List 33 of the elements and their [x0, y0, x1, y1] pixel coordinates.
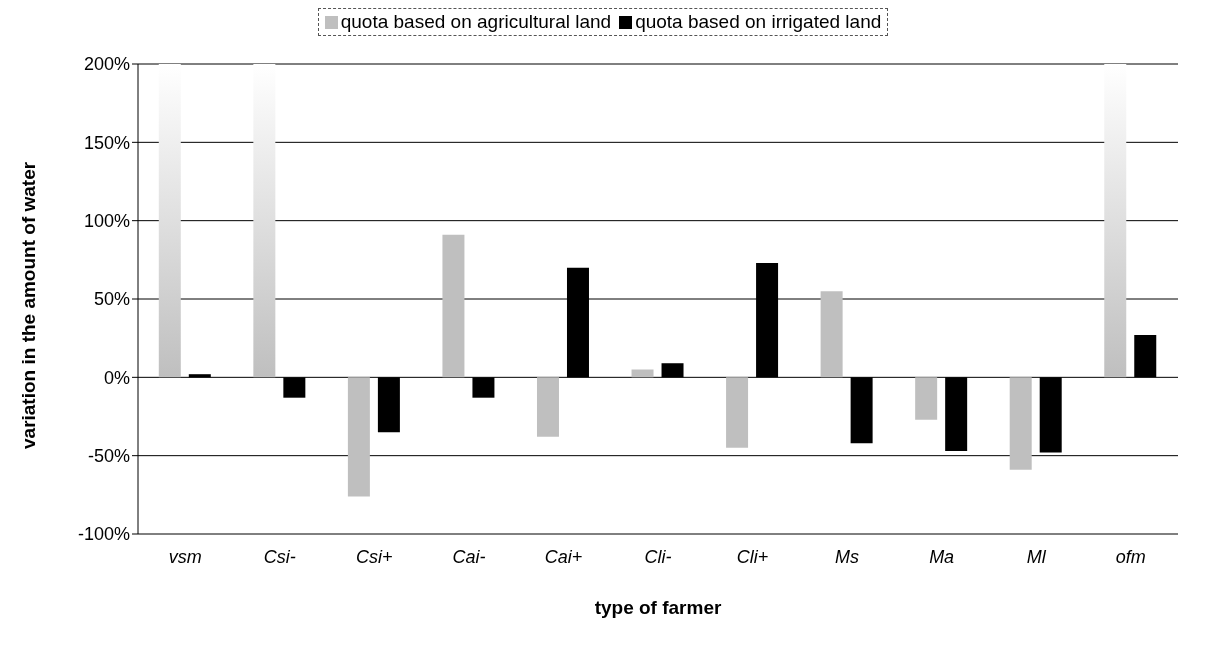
bar	[820, 291, 843, 378]
x-tick-label: Cai+	[544, 546, 583, 567]
y-tick-label: 50%	[93, 289, 130, 310]
x-tick-label: Cai-	[452, 546, 486, 567]
y-tick-label: 100%	[83, 211, 130, 232]
y-tick-label: 200%	[83, 54, 130, 75]
x-tick-label: ofm	[1115, 546, 1146, 567]
bar	[253, 64, 276, 378]
y-tick-label: 0%	[103, 367, 130, 388]
legend-label: quota based on irrigated land	[634, 11, 882, 33]
x-tick-label: Csi+	[356, 546, 393, 567]
bar	[1104, 64, 1127, 378]
bar	[726, 377, 749, 448]
y-tick-label: -50%	[87, 446, 130, 467]
bar	[631, 369, 654, 378]
bar	[536, 377, 559, 437]
x-tick-label: Ma	[929, 546, 955, 567]
x-axis-title: type of farmer	[594, 597, 722, 618]
y-tick-label: -100%	[77, 524, 130, 545]
bar	[347, 377, 370, 497]
x-tick-label: Cli+	[736, 546, 769, 567]
bar	[442, 234, 465, 378]
y-tick-label: 150%	[83, 132, 130, 153]
x-tick-label: vsm	[168, 546, 202, 567]
x-tick-label: Ml	[1026, 546, 1047, 567]
x-tick-label: Cli-	[644, 546, 672, 567]
x-tick-label: Ms	[835, 546, 860, 567]
x-tick-label: Csi-	[263, 546, 296, 567]
legend-label: quota based on agricultural land	[339, 11, 612, 33]
bar	[158, 64, 181, 378]
y-axis-title: variation in the amount of water	[17, 161, 39, 449]
bar	[915, 377, 938, 420]
bar	[1009, 377, 1032, 470]
